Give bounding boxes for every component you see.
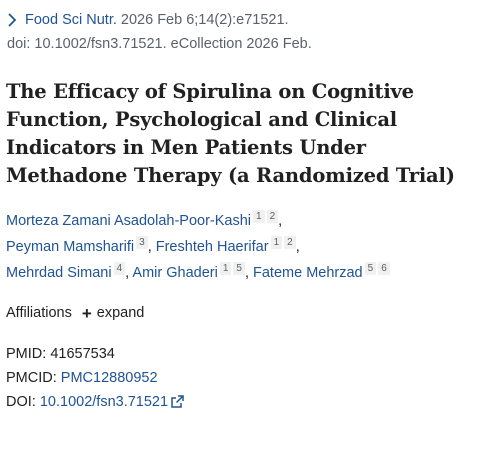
doi-label: DOI: bbox=[6, 394, 36, 410]
identifiers: PMID: 41657534 PMCID: PMC12880952 DOI: 1… bbox=[6, 342, 478, 416]
author-link[interactable]: Mehrdad Simani bbox=[6, 265, 112, 281]
affiliation-badge[interactable]: 1 bbox=[219, 262, 232, 275]
pmid-label: PMID: bbox=[6, 346, 47, 362]
author-link[interactable]: Freshteh Haerifar bbox=[155, 239, 269, 255]
pmcid-link[interactable]: PMC12880952 bbox=[60, 370, 158, 386]
expand-affiliations-button[interactable]: + expand bbox=[82, 302, 145, 324]
author-separator: , bbox=[278, 213, 283, 229]
author-list: Morteza Zamani Asadolah-Poor-Kashi 1 2, Pe… bbox=[6, 208, 478, 286]
journal-link[interactable]: Food Sci Nutr. bbox=[25, 12, 117, 28]
author-link[interactable]: Amir Ghaderi bbox=[132, 265, 218, 281]
pmcid-label: PMCID: bbox=[6, 370, 57, 386]
affiliation-badge[interactable]: 2 bbox=[284, 236, 296, 249]
affiliations-row: Affiliations + expand bbox=[6, 302, 478, 324]
author-link[interactable]: Fateme Mehrzad bbox=[253, 265, 363, 281]
external-link-icon bbox=[171, 392, 184, 416]
citation: Food Sci Nutr. 2026 Feb 6;14(2):e71521. … bbox=[7, 8, 478, 56]
affiliation-badge[interactable]: 6 bbox=[378, 262, 390, 275]
author-separator: , bbox=[125, 265, 133, 281]
doi-row: DOI: 10.1002/fsn3.71521 bbox=[6, 390, 478, 416]
citation-doi-line: doi: 10.1002/fsn3.71521. eCollection 202… bbox=[7, 36, 312, 52]
chevron-right-icon[interactable] bbox=[7, 13, 21, 27]
affiliation-badge[interactable]: 2 bbox=[266, 210, 279, 223]
author-separator: , bbox=[147, 239, 156, 255]
citation-date-volume: 2026 Feb 6;14(2):e71521. bbox=[116, 12, 289, 28]
author-link[interactable]: Morteza Zamani Asadolah-Poor-Kashi bbox=[6, 213, 252, 229]
affiliation-badge[interactable]: 3 bbox=[136, 236, 148, 249]
doi-value: 10.1002/fsn3.71521 bbox=[39, 394, 169, 410]
affiliation-badge[interactable]: 5 bbox=[233, 262, 245, 275]
pmcid-row: PMCID: PMC12880952 bbox=[6, 366, 478, 390]
author-separator: , bbox=[244, 265, 254, 281]
affiliation-badge[interactable]: 1 bbox=[253, 210, 265, 223]
affiliation-badge[interactable]: 4 bbox=[113, 262, 126, 275]
pmid-row: PMID: 41657534 bbox=[6, 342, 478, 366]
author-separator: , bbox=[295, 239, 300, 255]
affiliation-badge[interactable]: 5 bbox=[364, 262, 377, 275]
author-link[interactable]: Peyman Mamsharifi bbox=[6, 239, 135, 255]
pmid-value: 41657534 bbox=[50, 346, 115, 362]
citation-line: Food Sci Nutr. 2026 Feb 6;14(2):e71521. bbox=[7, 8, 478, 32]
affiliations-label: Affiliations bbox=[6, 305, 72, 321]
affiliation-badge[interactable]: 1 bbox=[270, 236, 283, 249]
article-title: The Efficacy of Spirulina on Cognitive F… bbox=[6, 80, 455, 187]
expand-label: expand bbox=[96, 305, 145, 321]
doi-link[interactable]: 10.1002/fsn3.71521 bbox=[40, 394, 184, 410]
plus-icon: + bbox=[81, 303, 92, 323]
